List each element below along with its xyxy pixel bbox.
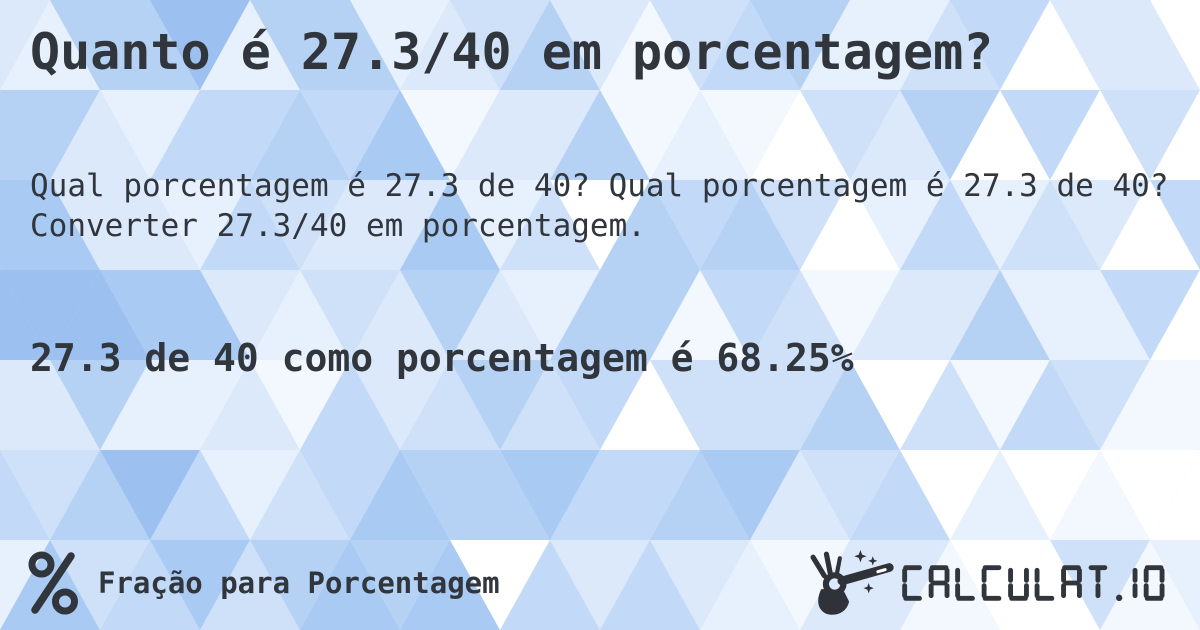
category: Fração para Porcentagem (28, 551, 500, 615)
category-label: Fração para Porcentagem (98, 566, 500, 600)
page-title: Quanto é 27.3/40 em porcentagem? (30, 23, 994, 81)
answer-text: 27.3 de 40 como porcentagem é 68.25% (30, 336, 854, 380)
brand-wordmark (902, 565, 1165, 602)
question-text: Qual porcentagem é 27.3 de 40? Qual porc… (30, 168, 1169, 244)
percent-icon (28, 551, 78, 615)
magic-wand-hand-icon (810, 550, 894, 615)
brand-logo (796, 548, 1170, 618)
footer: Fração para Porcentagem (28, 549, 1170, 617)
sparkle-stars (854, 550, 878, 594)
